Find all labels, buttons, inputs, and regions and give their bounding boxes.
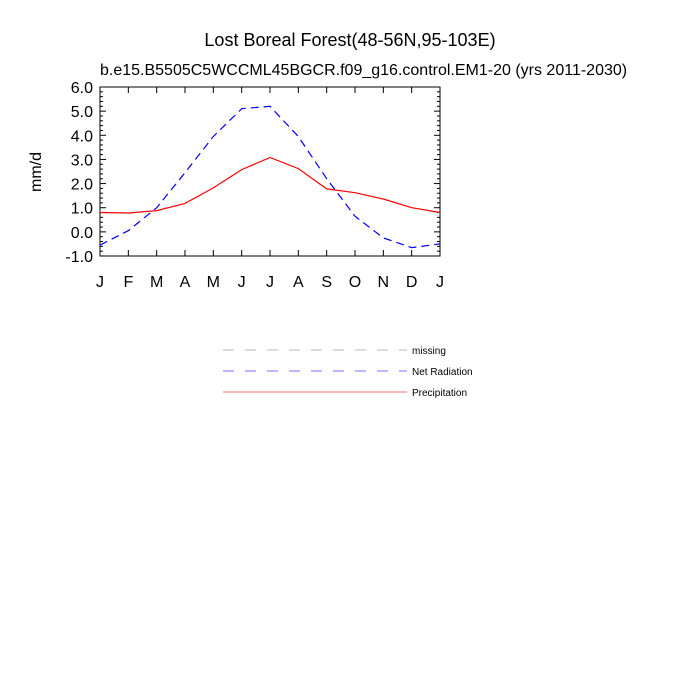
legend-label: Precipitation (412, 388, 467, 399)
ticks-layer: -1.00.01.02.03.04.05.06.0J F M A M J J A S O N D J (65, 80, 444, 291)
x-tick-label: M (207, 274, 220, 291)
x-tick-label: J (266, 274, 274, 291)
plot-frame (99, 86, 441, 257)
chart-title: Lost Boreal Forest(48-56N,95-103E) (204, 30, 495, 50)
y-tick-label: -1.0 (65, 249, 93, 266)
x-tick-label: S (321, 274, 332, 291)
legend-label: Net Radiation (412, 367, 473, 378)
series-line-net-radiation (99, 105, 441, 249)
series-line-precipitation (99, 156, 441, 214)
x-tick-label: F (123, 274, 133, 291)
x-tick-label: J (96, 274, 104, 291)
x-tick-label: D (406, 274, 418, 291)
legend-label: missing (412, 346, 446, 357)
x-tick-label: O (349, 274, 361, 291)
y-tick-label: 5.0 (71, 104, 93, 121)
y-tick-label: 1.0 (71, 201, 93, 218)
y-tick-label: 3.0 (71, 152, 93, 169)
series-layer (99, 105, 441, 249)
y-tick-label: 6.0 (71, 80, 93, 97)
y-tick-label: 0.0 (71, 225, 93, 242)
y-tick-label: 4.0 (71, 128, 93, 145)
y-tick-label: 2.0 (71, 177, 93, 194)
legend: missing Net Radiation Precipitation (223, 346, 473, 399)
x-tick-label: N (378, 274, 390, 291)
x-tick-label: A (180, 274, 191, 291)
x-tick-label: J (436, 274, 444, 291)
x-tick-label: J (238, 274, 246, 291)
y-axis-label: mm/d (28, 152, 45, 192)
x-tick-label: A (293, 274, 304, 291)
chart-subtitle: b.e15.B5505C5WCCML45BGCR.f09_g16.control… (100, 62, 627, 79)
x-tick-label: M (150, 274, 163, 291)
